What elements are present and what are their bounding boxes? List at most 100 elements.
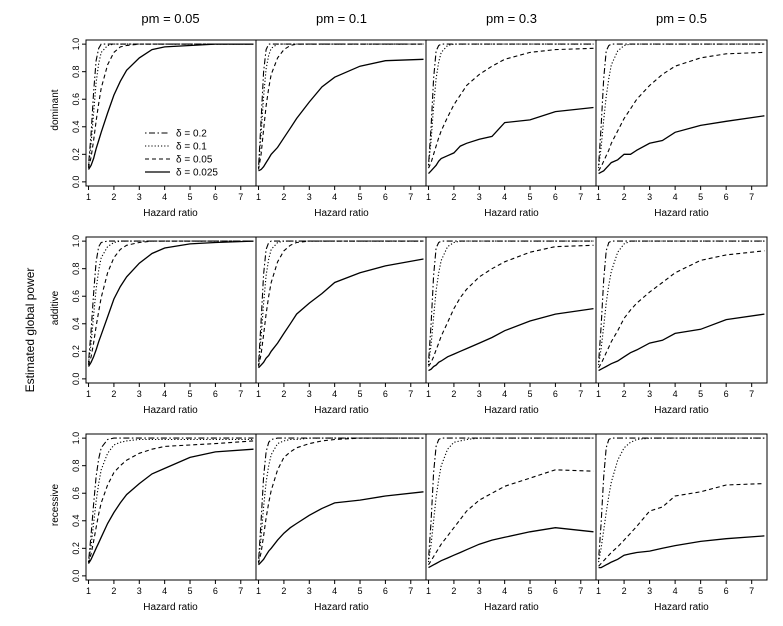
panel-r1c1: 1 2 3 4 5 6 7 0.0 0.2 0.4 0.6 0.8 1.0 <box>71 38 257 202</box>
y-tick-label: 0.2 <box>71 345 81 358</box>
x-tick-label: 7 <box>749 389 754 399</box>
x-tick-label: 5 <box>528 192 533 202</box>
series-line-dashed <box>428 47 594 169</box>
series-line-dotdash <box>87 43 254 166</box>
panel-r1c3: 1 2 3 4 5 6 7 <box>425 39 597 202</box>
x-tick-label: 7 <box>749 192 754 202</box>
panel-r1c4: 1 2 3 4 5 6 7 <box>595 39 768 202</box>
x-axis-label-row-2: Hazard ratio <box>143 405 198 416</box>
x-tick-label: 1 <box>426 192 431 202</box>
legend-label-delta-0.1: δ = 0.1 <box>176 142 207 153</box>
x-tick-label: 3 <box>137 389 142 399</box>
x-tick-label: 1 <box>596 192 601 202</box>
column-title-pm-0.1: pm = 0.1 <box>316 11 367 26</box>
x-tick-label: 3 <box>477 389 482 399</box>
x-tick-label: 5 <box>358 192 363 202</box>
x-axis-label-row-3: Hazard ratio <box>143 602 198 613</box>
panel-r2c4: 1 2 3 4 5 6 7 <box>595 236 768 399</box>
series-line-dotdash <box>87 240 254 363</box>
x-tick-label: 6 <box>724 389 729 399</box>
y-axis-label: Estimated global power <box>23 268 37 393</box>
x-tick-label: 2 <box>451 192 456 202</box>
x-tick-label: 6 <box>383 586 388 596</box>
y-tick-label: 0.8 <box>71 459 81 472</box>
y-tick-label: 1.0 <box>71 235 81 248</box>
x-tick-label: 3 <box>647 389 652 399</box>
x-tick-label: 5 <box>698 192 703 202</box>
x-tick-label: 1 <box>596 389 601 399</box>
x-tick-label: 7 <box>749 586 754 596</box>
legend-label-delta-0.025: δ = 0.025 <box>176 168 218 179</box>
series-line-dotted <box>87 438 254 563</box>
x-tick-label: 7 <box>238 192 243 202</box>
panel-frame <box>425 39 597 187</box>
x-tick-label: 4 <box>673 192 678 202</box>
y-tick-label: 0.2 <box>71 542 81 555</box>
x-tick-label: 7 <box>408 586 413 596</box>
series-line-dotted <box>257 43 424 169</box>
panel-r2c1: 1 2 3 4 5 6 7 0.0 0.2 0.4 0.6 0.8 1.0 <box>71 235 257 399</box>
y-tick-label: 1.0 <box>71 432 81 445</box>
panel-r3c1: 1 2 3 4 5 6 7 0.0 0.2 0.4 0.6 0.8 1.0 <box>71 432 257 596</box>
series-line-solid <box>598 115 765 175</box>
x-tick-label: 2 <box>451 586 456 596</box>
x-tick-label: 6 <box>724 192 729 202</box>
series-line-dashed <box>598 250 765 369</box>
x-axis-label-row-1: Hazard ratio <box>484 208 539 219</box>
x-tick-label: 2 <box>111 586 116 596</box>
panel-frame <box>595 433 768 581</box>
x-tick-label: 3 <box>477 586 482 596</box>
series-line-solid <box>258 258 424 369</box>
series-line-solid <box>87 448 254 564</box>
x-axis-label-row-2: Hazard ratio <box>314 405 369 416</box>
series-line-solid <box>598 535 765 569</box>
x-axis-label-row-1: Hazard ratio <box>654 208 709 219</box>
x-tick-label: 2 <box>111 192 116 202</box>
series-line-dashed <box>428 469 594 566</box>
series-line-dashed <box>257 43 424 170</box>
panel-frame <box>85 236 257 384</box>
series-line-dashed <box>87 440 254 564</box>
x-tick-label: 2 <box>622 586 627 596</box>
x-tick-label: 5 <box>358 389 363 399</box>
x-tick-label: 6 <box>213 389 218 399</box>
x-tick-label: 2 <box>451 389 456 399</box>
x-axis-label-row-2: Hazard ratio <box>654 405 709 416</box>
y-tick-label: 0.0 <box>71 570 81 583</box>
x-tick-label: 3 <box>307 586 312 596</box>
x-tick-label: 6 <box>213 586 218 596</box>
series-line-dashed <box>598 483 765 567</box>
x-tick-label: 3 <box>647 192 652 202</box>
series-line-dotdash <box>427 240 594 363</box>
x-tick-label: 6 <box>553 192 558 202</box>
panel-grid: 1 2 3 4 5 6 70.00.20.40.60.81.01 2 3 4 5 6 7 1 2 3 4 5 6 7 1… <box>71 38 768 596</box>
series-line-dotdash <box>87 437 254 563</box>
panel-frame <box>255 433 427 581</box>
x-tick-label: 4 <box>502 389 507 399</box>
x-tick-label: 6 <box>553 389 558 399</box>
x-tick-label: 2 <box>622 192 627 202</box>
y-tick-label: 0.4 <box>71 121 81 134</box>
x-tick-label: 3 <box>137 586 142 596</box>
y-tick-label: 0.0 <box>71 176 81 189</box>
column-title-pm-0.05: pm = 0.05 <box>141 11 199 26</box>
panel-frame <box>255 236 427 384</box>
series-line-dotdash <box>427 43 594 166</box>
x-tick-label: 2 <box>281 389 286 399</box>
series-line-solid <box>428 527 594 569</box>
x-tick-label: 5 <box>528 586 533 596</box>
y-tick-label: 0.8 <box>71 262 81 275</box>
series-line-dotdash <box>598 240 765 363</box>
x-tick-label: 6 <box>383 389 388 399</box>
x-tick-label: 2 <box>281 192 286 202</box>
x-tick-label: 5 <box>358 586 363 596</box>
x-tick-label: 2 <box>111 389 116 399</box>
series-line-dotted <box>598 437 765 563</box>
x-axis-label-row-1: Hazard ratio <box>143 208 198 219</box>
x-tick-label: 4 <box>332 586 337 596</box>
x-tick-label: 1 <box>86 586 91 596</box>
x-tick-label: 5 <box>698 389 703 399</box>
panel-frame <box>255 39 427 187</box>
panel-r3c4: 1 2 3 4 5 6 7 <box>595 433 768 596</box>
series-line-dashed <box>87 240 254 366</box>
